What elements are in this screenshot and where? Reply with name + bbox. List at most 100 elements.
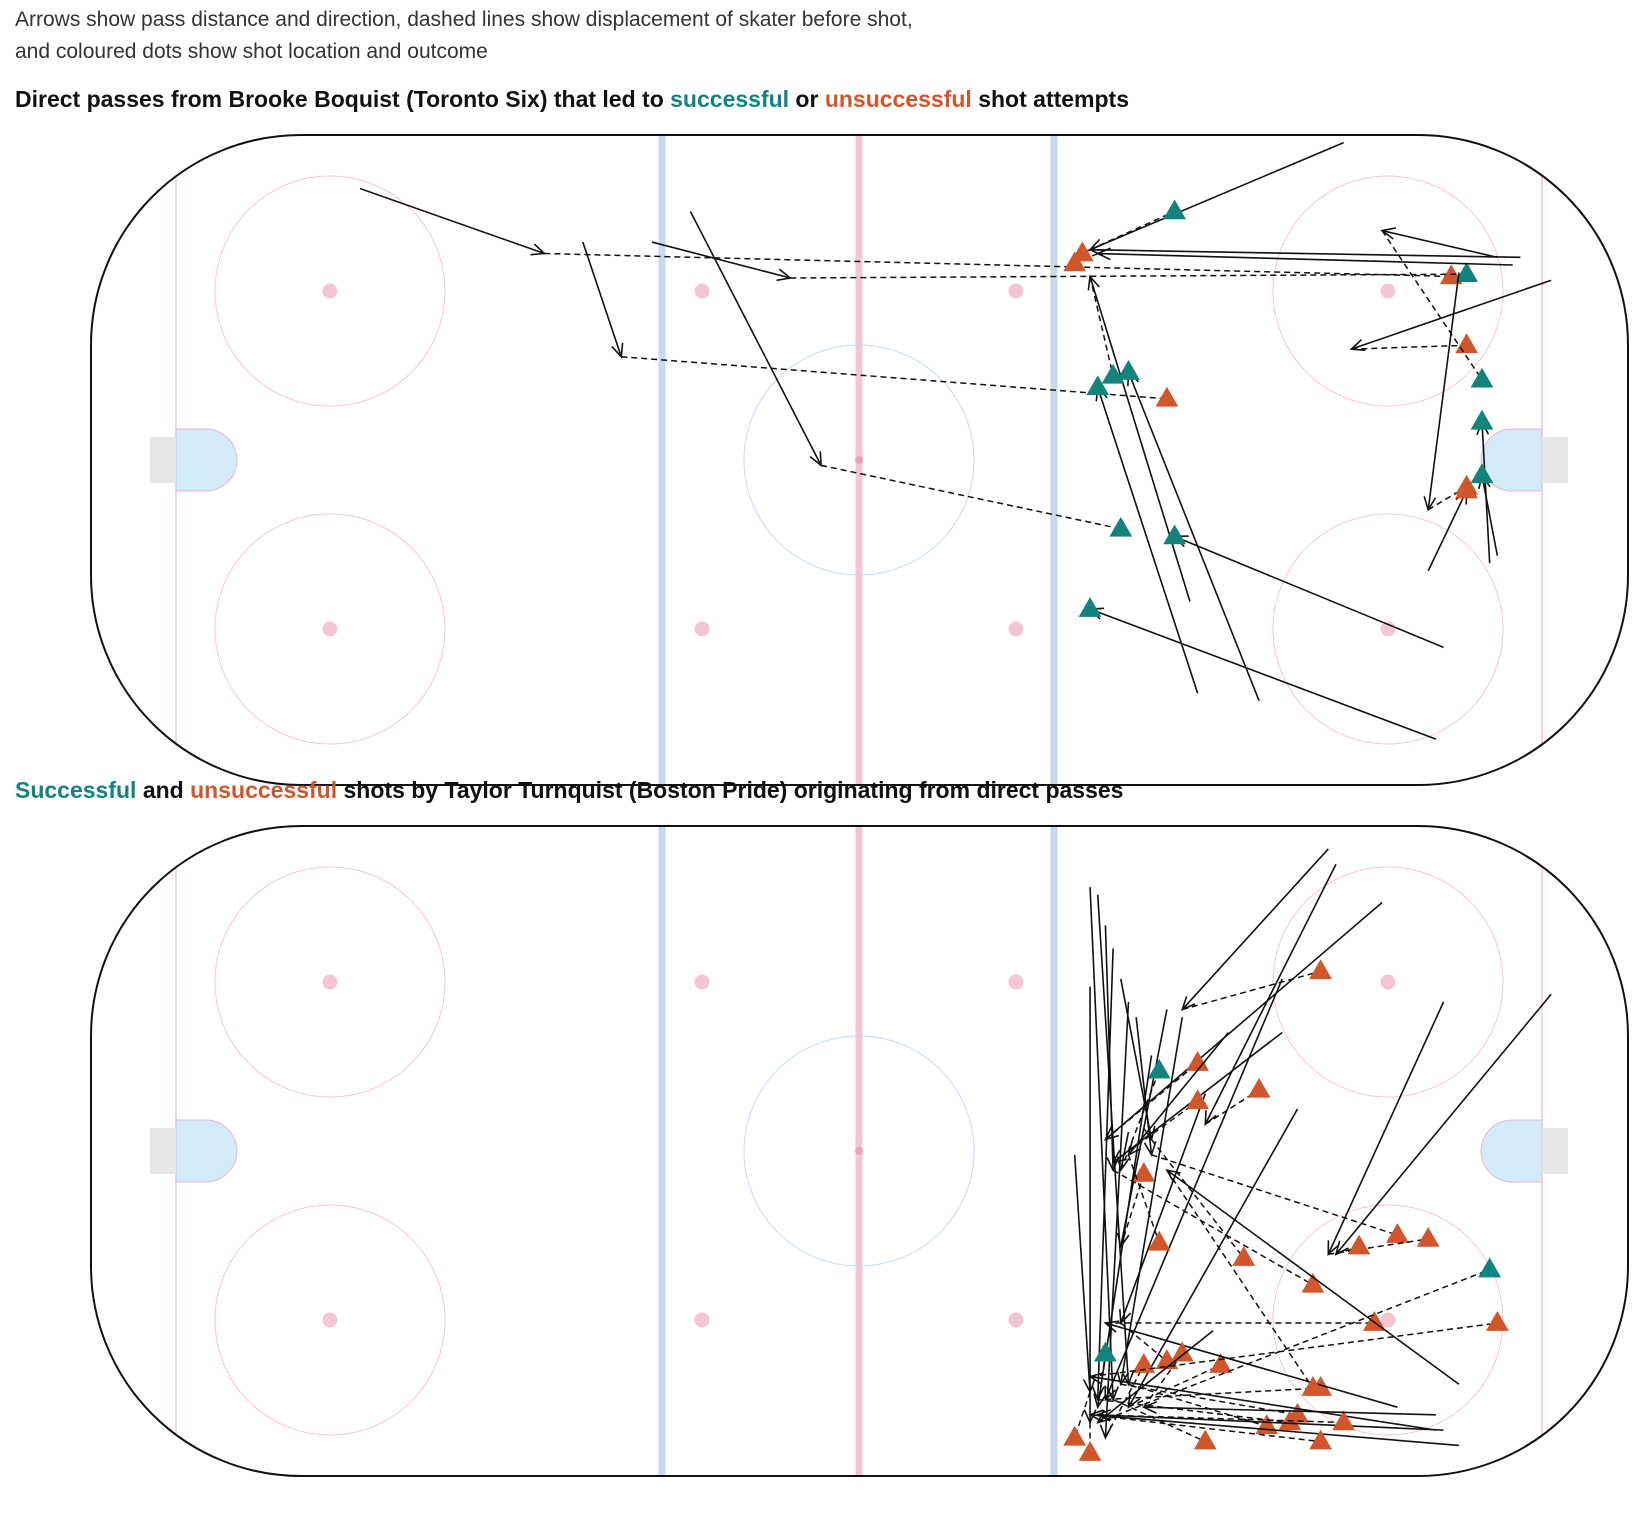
pass-arrow	[1143, 1406, 1436, 1416]
goal-crease	[1480, 428, 1543, 492]
pass-arrowhead	[1116, 1370, 1130, 1387]
goal-net	[150, 1128, 176, 1174]
skater-displacement	[1097, 1398, 1290, 1424]
skater-displacement	[1089, 210, 1175, 251]
pass-arrow	[1089, 141, 1344, 251]
goal-net	[150, 437, 176, 483]
goal-crease	[175, 1119, 238, 1183]
pass-arrowhead	[1121, 1370, 1135, 1387]
pass-arrow	[1105, 1322, 1398, 1408]
skater-displacement	[621, 356, 1167, 400]
center-dot	[855, 1147, 863, 1155]
pass-arrow	[689, 211, 822, 466]
pass-arrow	[1381, 229, 1498, 259]
pass-arrow	[651, 241, 791, 279]
skater-displacement	[1143, 1353, 1183, 1408]
shot-successful	[1117, 360, 1140, 380]
pass-arrowhead	[1099, 1424, 1113, 1440]
faceoff-circle	[214, 175, 446, 407]
shot-unsuccessful	[1332, 1410, 1356, 1431]
shot-unsuccessful	[1063, 251, 1087, 272]
faceoff-circle	[214, 866, 446, 1098]
pass-arrow	[1351, 279, 1552, 350]
pass-arrow	[1481, 475, 1499, 556]
shot-unsuccessful	[1186, 1089, 1210, 1110]
skater-displacement	[1427, 486, 1467, 511]
pass-arrow	[1104, 1001, 1130, 1438]
faceoff-dot	[1380, 1312, 1396, 1328]
pass-arrow	[1120, 1093, 1207, 1324]
title-part-plain: or	[789, 86, 825, 112]
pass-arrow	[1427, 490, 1468, 572]
pass-arrow	[582, 241, 623, 358]
chart-subtitle: Arrows show pass distance and direction,…	[15, 4, 913, 68]
skater-displacement	[1073, 1391, 1091, 1439]
pass-arrow	[1096, 948, 1114, 1400]
shot-unsuccessful	[1247, 1077, 1271, 1098]
faceoff-circle	[1272, 175, 1504, 407]
shot-unsuccessful	[1186, 1051, 1210, 1071]
shot-successful	[1109, 516, 1133, 537]
skater-displacement	[1096, 1353, 1107, 1408]
faceoff-dot	[1008, 1312, 1024, 1328]
shot-unsuccessful	[1347, 1234, 1371, 1255]
pass-arrowhead	[1349, 338, 1366, 352]
skater-displacement	[1097, 1268, 1490, 1424]
shot-unsuccessful	[1132, 1353, 1156, 1373]
faceoff-dot	[1380, 974, 1396, 990]
faceoff-dot	[694, 283, 710, 299]
shot-unsuccessful	[1193, 1429, 1217, 1450]
faceoff-dot	[694, 1312, 710, 1328]
shot-unsuccessful	[1209, 1353, 1233, 1373]
pass-arrowhead	[1093, 1393, 1106, 1410]
goal-net	[1542, 1128, 1568, 1174]
pass-arrowhead	[1095, 1408, 1112, 1422]
rink-boards	[90, 825, 1629, 1477]
pass-arrow	[1097, 1414, 1444, 1431]
pass-arrow	[1097, 252, 1513, 266]
faceoff-dot	[322, 621, 338, 637]
pass-arrow	[1427, 272, 1460, 510]
pass-arrow	[1089, 887, 1114, 1400]
pass-arrow	[1174, 535, 1444, 649]
shot-unsuccessful	[1170, 1341, 1194, 1362]
panel-title-shots: Successful and unsuccessful shots by Tay…	[15, 777, 1123, 804]
shot-unsuccessful	[1455, 478, 1479, 499]
pass-arrow	[1166, 1169, 1460, 1385]
pass-arrow	[1090, 248, 1521, 259]
event-marks	[359, 141, 1552, 740]
title-part-successful: successful	[670, 86, 790, 112]
subtitle-line-2: and coloured dots show shot location and…	[15, 40, 488, 63]
shot-unsuccessful	[1070, 241, 1094, 262]
pass-arrowhead	[1380, 227, 1396, 240]
pass-arrow	[1204, 863, 1337, 1125]
center-circle	[743, 1035, 975, 1267]
skater-displacement	[1105, 1387, 1321, 1401]
pass-arrow	[1127, 1031, 1229, 1156]
shot-unsuccessful	[1386, 1223, 1409, 1243]
faceoff-dot	[694, 621, 710, 637]
skater-displacement	[1381, 230, 1483, 381]
pass-arrow	[1127, 371, 1260, 702]
skater-displacement	[1150, 1139, 1245, 1259]
shot-successful	[1163, 524, 1186, 545]
faceoff-dot	[1008, 621, 1024, 637]
faceoff-dot	[322, 283, 338, 299]
pass-arrow	[1135, 1017, 1153, 1155]
shot-unsuccessful	[1078, 1441, 1102, 1461]
pass-arrowhead	[1096, 1409, 1112, 1424]
skater-displacement	[1182, 970, 1321, 1011]
faceoff-dot	[322, 974, 338, 990]
skater-displacement	[1151, 1154, 1398, 1236]
faceoff-dot	[322, 1312, 338, 1328]
shot-unsuccessful	[1063, 1425, 1087, 1446]
shot-unsuccessful	[1455, 333, 1479, 354]
title-part-plain: Direct passes from Brooke Boquist (Toron…	[15, 86, 671, 112]
skater-displacement	[1097, 1414, 1344, 1424]
center-dot	[855, 456, 863, 464]
pass-arrow	[1089, 1414, 1459, 1447]
panel-title-passes: Direct passes from Brooke Boquist (Toron…	[15, 86, 1129, 113]
shot-unsuccessful	[1301, 1272, 1325, 1293]
shot-successful	[1163, 199, 1186, 220]
shot-successful	[1147, 1058, 1171, 1079]
